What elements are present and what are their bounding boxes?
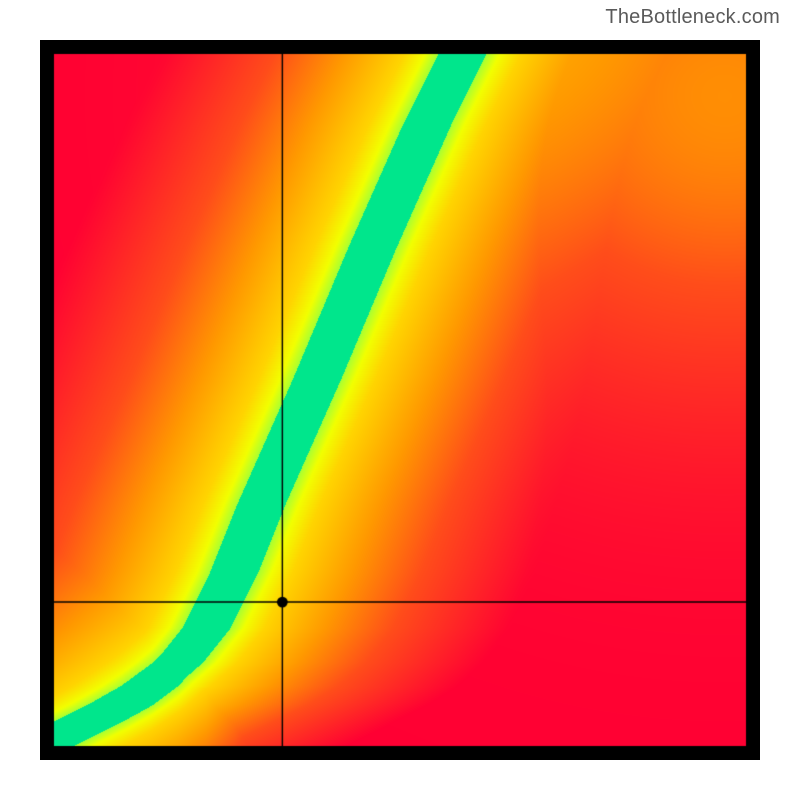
bottleneck-heatmap [40, 40, 760, 760]
heatmap-canvas [40, 40, 760, 760]
watermark-text: TheBottleneck.com [605, 6, 780, 29]
